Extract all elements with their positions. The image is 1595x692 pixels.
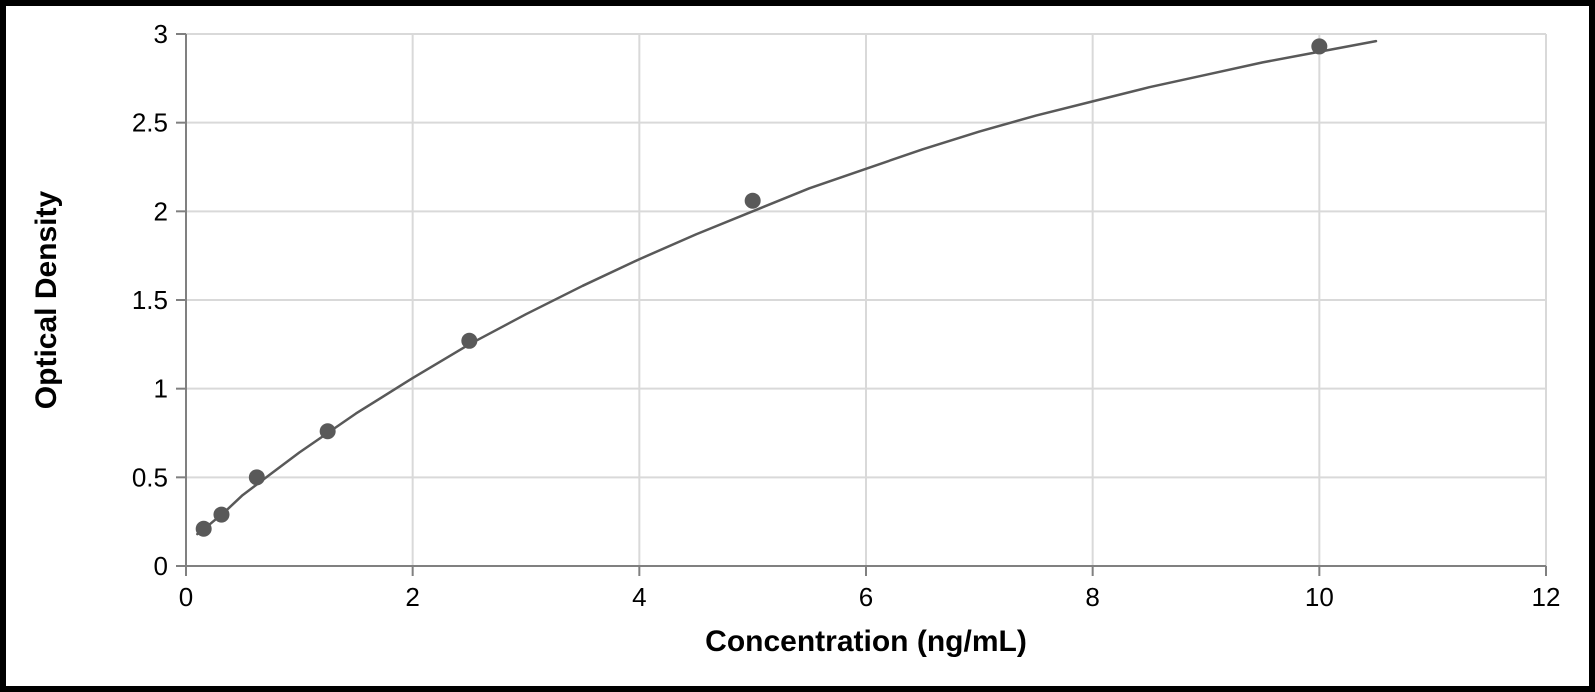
x-tick-label: 4 [632,582,646,612]
data-point [1311,38,1327,54]
x-tick-label: 12 [1532,582,1561,612]
chart-svg: 0 2 4 6 8 10 12 0 0.5 1 1.5 2 2.5 3 Concentration (ng/… [6,6,1589,686]
x-axis-label: Concentration (ng/mL) [705,625,1027,658]
data-point [461,333,477,349]
chart-frame: 0 2 4 6 8 10 12 0 0.5 1 1.5 2 2.5 3 Concentration (ng/… [0,0,1595,692]
data-point [196,521,212,537]
y-tick-label: 0.5 [132,462,168,492]
x-tick-label: 6 [859,582,873,612]
y-tick-label: 1.5 [132,285,168,315]
y-tick-label: 1 [154,374,168,404]
y-tick-label: 2 [154,196,168,226]
data-point [249,469,265,485]
y-axis-label: Optical Density [30,190,63,409]
data-point [320,423,336,439]
data-point [213,507,229,523]
y-tick-label: 0 [154,551,168,581]
x-tick-label: 2 [405,582,419,612]
x-tick-label: 0 [179,582,193,612]
x-tick-label: 10 [1305,582,1334,612]
y-tick-label: 2.5 [132,108,168,138]
x-tick-label: 8 [1085,582,1099,612]
data-point [745,193,761,209]
y-tick-label: 3 [154,19,168,49]
